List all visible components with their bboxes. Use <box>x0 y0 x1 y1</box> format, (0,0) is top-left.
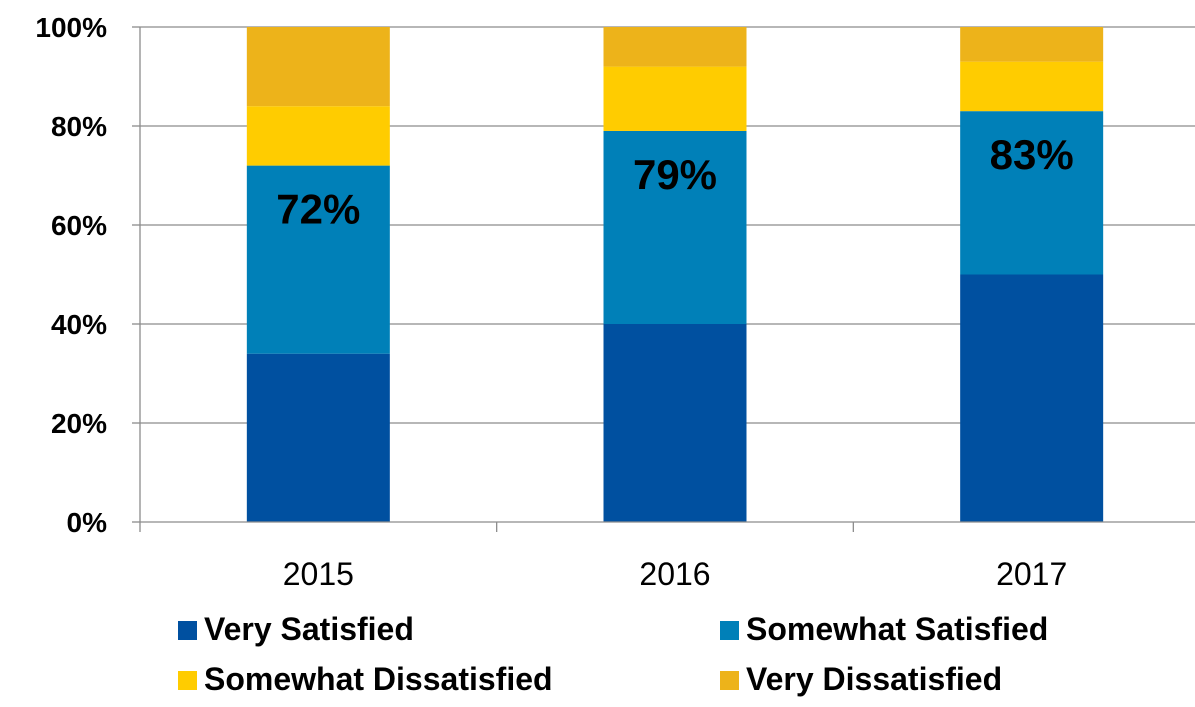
data-labels: 72% 79% 83% <box>276 131 1073 232</box>
legend-swatch <box>178 671 197 690</box>
bar-segment-somewhat-dissatisfied <box>246 106 390 166</box>
bar-segment-very-satisfied <box>960 274 1104 522</box>
legend-label: Somewhat Satisfied <box>746 611 1048 647</box>
x-tick-label: 2015 <box>283 556 354 592</box>
data-label: 72% <box>276 186 360 233</box>
legend: Very Satisfied Somewhat Satisfied Somewhat… <box>178 611 1048 697</box>
legend-swatch <box>178 621 197 640</box>
legend-label: Very Dissatisfied <box>746 661 1002 697</box>
bar-segment-very-dissatisfied <box>603 27 747 67</box>
y-tick-label: 40% <box>51 309 107 340</box>
data-label: 83% <box>990 131 1074 178</box>
legend-item: Somewhat Satisfied <box>720 611 1048 647</box>
bar-segment-somewhat-dissatisfied <box>960 61 1104 112</box>
legend-label: Somewhat Dissatisfied <box>204 661 553 697</box>
legend-item: Somewhat Dissatisfied <box>178 661 553 697</box>
bar-segment-somewhat-satisfied <box>960 111 1104 275</box>
y-tick-label: 0% <box>67 507 108 538</box>
y-tick-label: 20% <box>51 408 107 439</box>
data-label: 79% <box>633 151 717 198</box>
bars <box>246 27 1104 522</box>
axes: 0% 20% 40% 60% 80% 100% 2015 2016 2017 <box>35 12 1195 592</box>
bar-segment-very-satisfied <box>246 353 390 522</box>
legend-swatch <box>720 621 739 640</box>
y-tick-label: 80% <box>51 111 107 142</box>
legend-label: Very Satisfied <box>204 611 414 647</box>
bar-segment-very-dissatisfied <box>960 27 1104 62</box>
bar-segment-somewhat-dissatisfied <box>603 66 747 131</box>
bar-segment-very-dissatisfied <box>246 27 390 107</box>
x-tick-label: 2017 <box>996 556 1067 592</box>
x-tick-label: 2016 <box>639 556 710 592</box>
y-tick-label: 100% <box>35 12 107 43</box>
legend-item: Very Satisfied <box>178 611 414 647</box>
bar-segment-somewhat-satisfied <box>246 165 390 354</box>
legend-item: Very Dissatisfied <box>720 661 1002 697</box>
bar-segment-very-satisfied <box>603 324 747 522</box>
legend-swatch <box>720 671 739 690</box>
y-tick-label: 60% <box>51 210 107 241</box>
bar-segment-somewhat-satisfied <box>603 130 747 324</box>
